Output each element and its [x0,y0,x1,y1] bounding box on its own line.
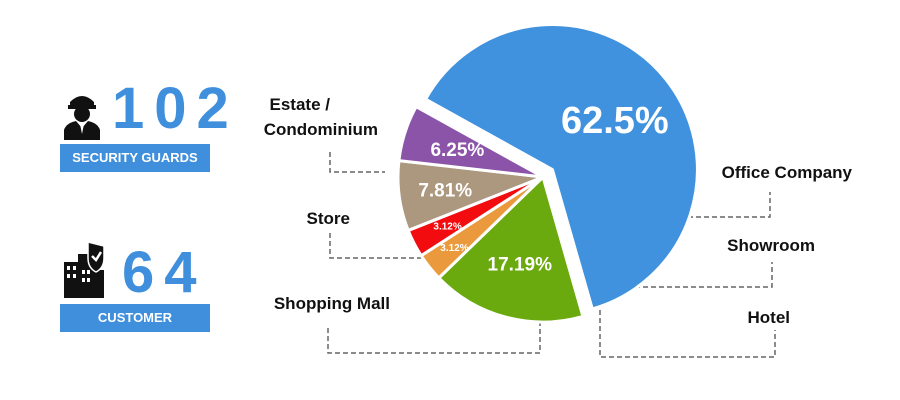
pie-percent-shopping-mall: 7.81% [418,181,472,202]
label-estate-line2: Condominium [264,120,378,139]
customer-label: CUSTOMER [60,304,210,332]
pie-slices [396,23,699,324]
security-guards-label: SECURITY GUARDS [60,144,210,172]
pie-percent-labels: 62.5% 17.19% 3.12% 3.12% 7.81% 6.25% [418,100,668,275]
security-guard-icon [64,96,100,140]
leader-line-estate [329,152,385,173]
pie-slice-office-company [437,175,585,324]
pie-percent-estate: 62.5% [561,100,669,142]
label-showroom: Showroom [727,236,815,255]
label-estate-line1: Estate / [270,95,331,114]
security-guards-count: 102 [112,76,239,141]
label-office-company: Office Company [722,163,853,182]
pie-percent-store: 6.25% [430,140,484,161]
leader-line-showroom [635,262,773,288]
pie-percent-office-company: 17.19% [488,254,553,275]
pie-slice-estate [424,23,699,311]
label-store: Store [307,209,350,228]
leader-line-shopping-mall [327,318,541,354]
label-hotel: Hotel [748,308,791,327]
leader-line-hotel [599,302,776,358]
pie-slice-store [397,105,545,179]
pie-percent-showroom: 3.12% [440,243,468,254]
label-shopping-mall: Shopping Mall [274,294,390,313]
leader-line-store [329,233,422,259]
leader-line-office [680,192,771,218]
customer-count: 64 [122,240,207,305]
building-shield-icon [64,241,105,298]
pie-percent-hotel: 3.12% [433,222,461,233]
leader-lines [327,152,776,358]
